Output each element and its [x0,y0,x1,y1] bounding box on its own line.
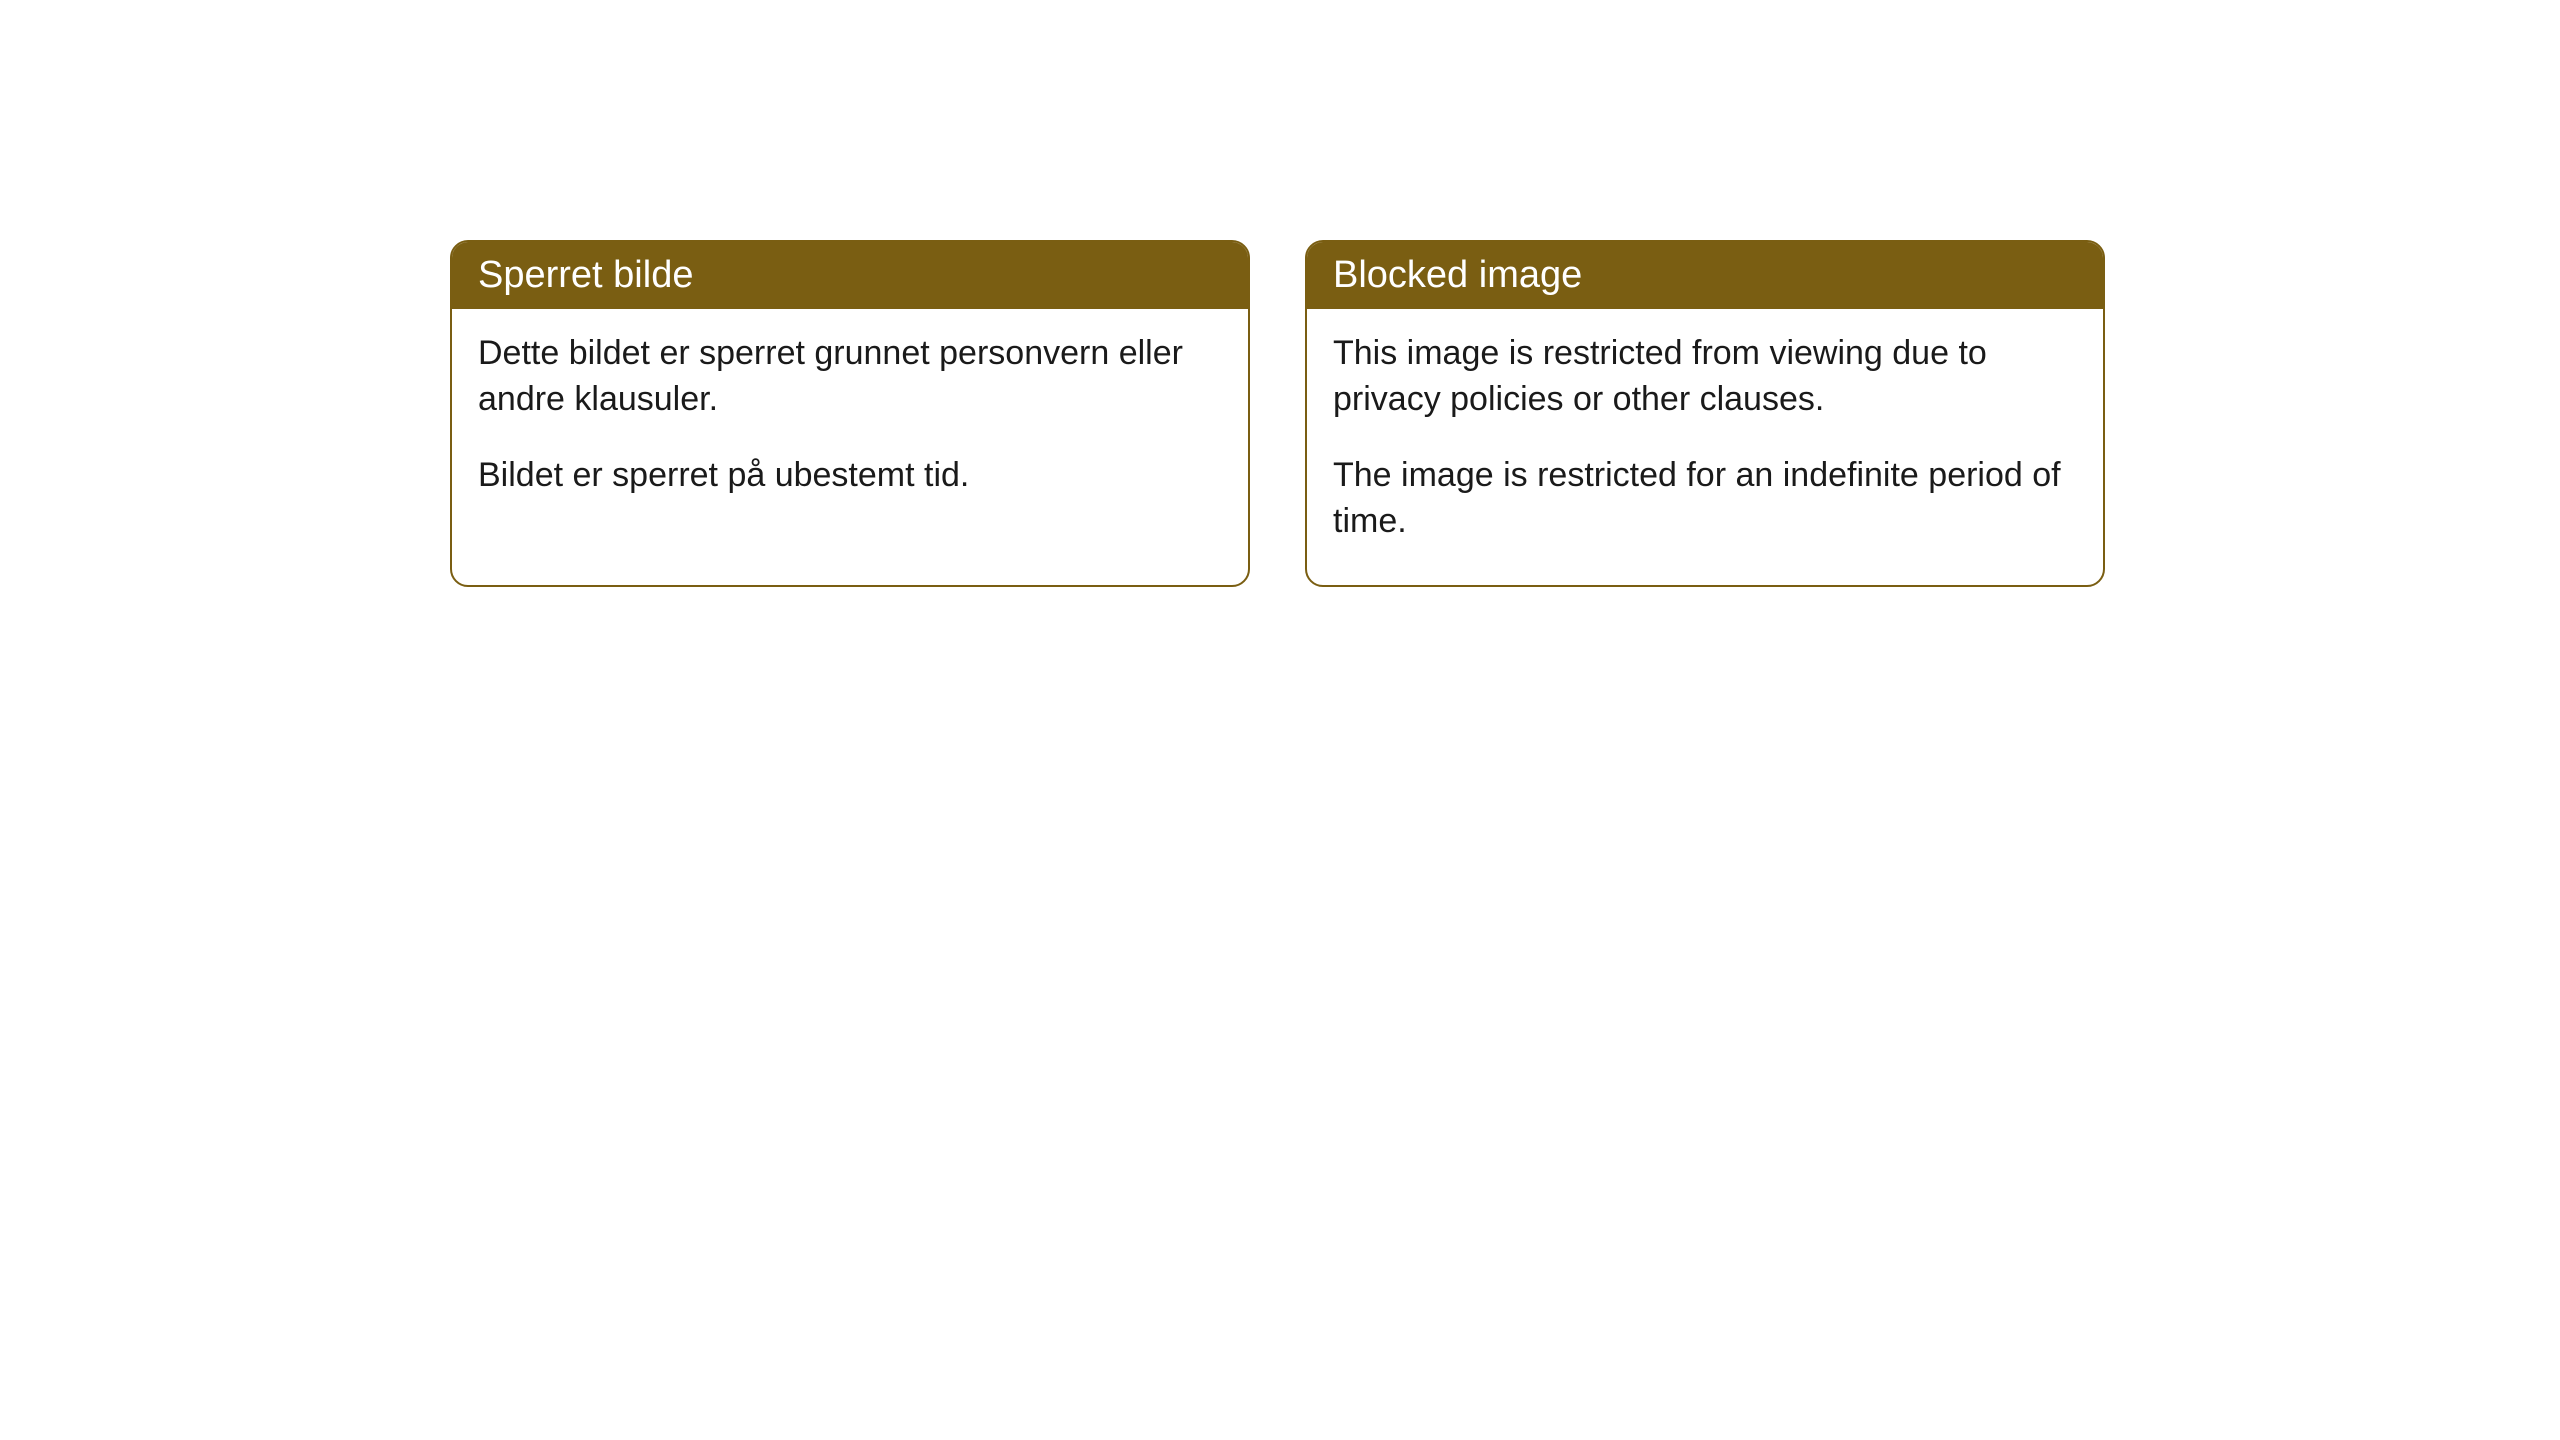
card-paragraph-1-no: Dette bildet er sperret grunnet personve… [478,331,1222,423]
card-header-en: Blocked image [1307,242,2103,309]
card-paragraph-2-no: Bildet er sperret på ubestemt tid. [478,453,1222,499]
card-paragraph-2-en: The image is restricted for an indefinit… [1333,453,2077,545]
card-body-en: This image is restricted from viewing du… [1307,309,2103,585]
card-header-no: Sperret bilde [452,242,1248,309]
blocked-image-card-en: Blocked image This image is restricted f… [1305,240,2105,587]
notice-cards-container: Sperret bilde Dette bildet er sperret gr… [450,240,2105,587]
card-paragraph-1-en: This image is restricted from viewing du… [1333,331,2077,423]
blocked-image-card-no: Sperret bilde Dette bildet er sperret gr… [450,240,1250,587]
card-body-no: Dette bildet er sperret grunnet personve… [452,309,1248,539]
